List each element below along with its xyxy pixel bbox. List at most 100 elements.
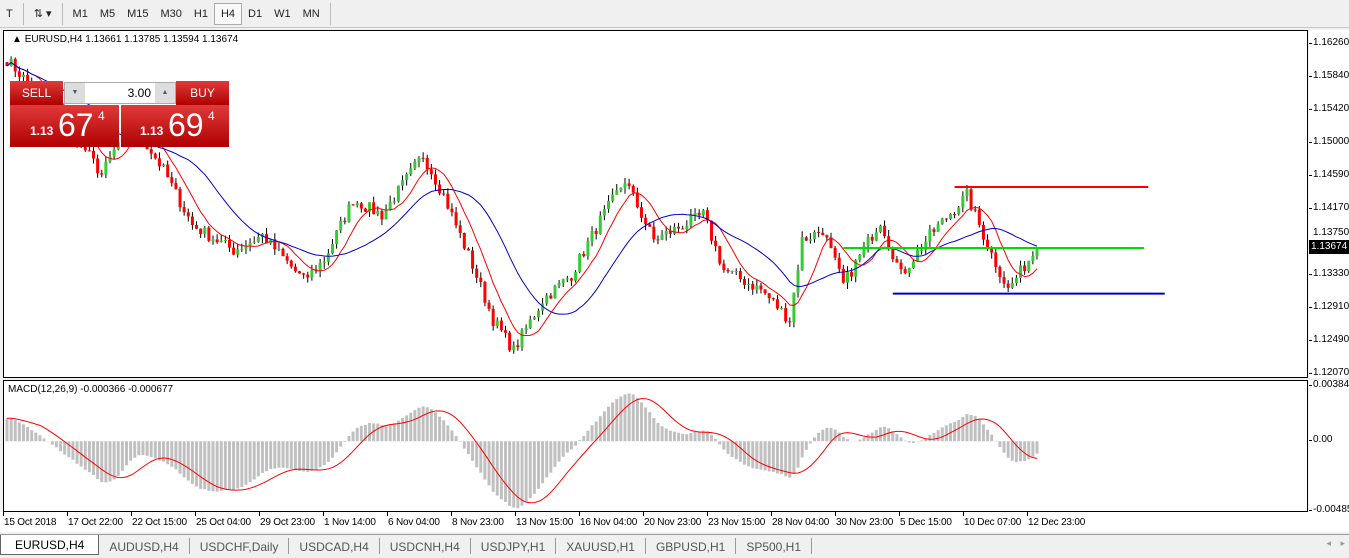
macd-histogram-bar — [359, 425, 363, 442]
candle-body — [310, 269, 314, 278]
macd-histogram-bar — [631, 394, 635, 442]
macd-histogram-bar — [372, 423, 376, 442]
x-tick-label: 13 Nov 15:00 — [516, 517, 574, 528]
candle-body — [322, 261, 326, 263]
x-tick-label: 1 Nov 14:00 — [324, 517, 376, 528]
candle-body — [298, 271, 302, 274]
sell-price-pips: 67 — [58, 107, 94, 143]
tab-sp500-h1[interactable]: SP500,H1 — [736, 538, 813, 554]
macd-histogram-bar — [648, 412, 652, 442]
y-tick-label: 1.14590 — [1313, 168, 1349, 180]
tab-usdcad-h4[interactable]: USDCAD,H4 — [289, 538, 380, 554]
timeframe-w1[interactable]: W1 — [274, 7, 291, 20]
price-chart[interactable]: ▲ EURUSD,H4 1.13661 1.13785 1.13594 1.13… — [3, 30, 1308, 378]
lot-size-value[interactable]: 3.00 — [127, 86, 151, 100]
x-tick-label: 17 Oct 22:00 — [68, 517, 123, 528]
y-tick-label: 0.003847 — [1313, 379, 1349, 390]
timeframe-m5[interactable]: M5 — [99, 7, 116, 20]
y-tick — [1309, 510, 1312, 511]
candle-body — [887, 236, 891, 248]
timeframe-m15[interactable]: M15 — [127, 7, 149, 20]
tab-gbpusd-h1[interactable]: GBPUSD,H1 — [646, 538, 737, 554]
candle-body — [104, 161, 108, 175]
macd-histogram-bar — [701, 430, 705, 442]
tab-eurusd-h4[interactable]: EURUSD,H4 — [0, 535, 100, 555]
candle-body — [813, 231, 817, 240]
macd-histogram-bar — [252, 441, 256, 480]
tab-usdchf-daily[interactable]: USDCHF,Daily — [190, 538, 290, 554]
increase-lot-icon[interactable]: ▲ — [155, 83, 175, 103]
decrease-lot-icon[interactable]: ▼ — [65, 83, 85, 103]
macd-histogram-bar — [887, 428, 891, 442]
scroll-tabs-right-icon[interactable]: ▸ — [1340, 538, 1345, 548]
candle-body — [520, 330, 524, 348]
macd-histogram-bar — [578, 440, 582, 442]
macd-histogram-bar — [998, 441, 1002, 447]
macd-histogram-bar — [281, 441, 285, 468]
macd-histogram-bar — [174, 441, 178, 470]
macd-histogram-bar — [940, 427, 944, 442]
macd-histogram-bar — [186, 441, 190, 481]
y-tick — [1309, 373, 1312, 374]
candle-body — [944, 218, 948, 220]
x-tick-label: 6 Nov 04:00 — [388, 517, 440, 528]
macd-histogram-bar — [446, 425, 450, 442]
timeframe-m1[interactable]: M1 — [72, 7, 88, 20]
x-tick — [451, 512, 452, 516]
moving-average-slow — [6, 61, 1038, 315]
timeframe-h4[interactable]: H4 — [213, 2, 243, 25]
candle-body — [780, 307, 784, 309]
tab-audusd-h4[interactable]: AUDUSD,H4 — [99, 538, 190, 554]
collapse-icon[interactable]: ▲ — [12, 34, 25, 45]
buy-price[interactable]: 1.13 69 4 — [121, 105, 229, 147]
macd-histogram-bar — [195, 441, 199, 487]
chart-tabs: EURUSD,H4 AUDUSD,H4 USDCHF,Daily USDCAD,H4 U… — [0, 534, 1349, 556]
candle-body — [433, 174, 437, 185]
toolbar: T ⇅ ▾ M1 M5 M15 M30 H1 H4 D1 W1 MN — [0, 0, 1349, 28]
scroll-tabs-left-icon[interactable]: ◂ — [1326, 538, 1331, 548]
candle-body — [528, 319, 532, 328]
sell-price[interactable]: 1.13 67 4 — [10, 105, 119, 147]
objects-menu-icon[interactable]: ⇅ ▾ — [33, 8, 52, 20]
macd-histogram-bar — [932, 432, 936, 442]
macd-histogram-bar — [557, 441, 561, 462]
buy-button[interactable]: BUY — [176, 81, 229, 105]
macd-histogram-bar — [788, 441, 792, 478]
chart-title-text: EURUSD,H4 1.13661 1.13785 1.13594 1.1367… — [24, 34, 239, 45]
macd-histogram-bar — [504, 441, 508, 502]
timeframe-h1[interactable]: H1 — [193, 7, 208, 20]
macd-histogram-bar — [936, 430, 940, 442]
macd-histogram-bar — [767, 441, 771, 472]
tab-usdcnh-h4[interactable]: USDCNH,H4 — [380, 538, 471, 554]
candle-body — [483, 282, 487, 303]
lot-size-stepper[interactable]: ▼ 3.00 ▲ — [64, 82, 176, 104]
candle-body — [977, 209, 981, 225]
macd-histogram-bar — [269, 441, 273, 470]
candle-body — [907, 268, 911, 274]
x-tick-label: 23 Nov 15:00 — [708, 517, 766, 528]
macd-histogram-bar — [162, 441, 166, 462]
macd-histogram-bar — [298, 441, 302, 471]
y-tick-label: 1.12490 — [1313, 333, 1349, 345]
timeframe-m30[interactable]: M30 — [160, 7, 182, 20]
sell-button[interactable]: SELL — [10, 81, 63, 105]
timeframe-mn[interactable]: MN — [302, 7, 320, 20]
timeframe-d1[interactable]: D1 — [248, 7, 263, 20]
text-tool-icon[interactable]: T — [6, 7, 13, 20]
candle-body — [380, 211, 384, 220]
candle-body — [644, 217, 648, 225]
tab-usdjpy-h1[interactable]: USDJPY,H1 — [471, 538, 557, 554]
macd-histogram-bar — [928, 435, 932, 442]
candle-body — [574, 271, 578, 281]
tab-xauusd-h1[interactable]: XAUUSD,H1 — [556, 538, 646, 554]
x-tick-label: 30 Nov 23:00 — [836, 517, 894, 528]
macd-histogram-bar — [1023, 441, 1027, 462]
x-tick — [707, 512, 708, 516]
candle-body — [623, 183, 627, 188]
x-tick — [899, 512, 900, 516]
macd-histogram-bar — [837, 432, 841, 442]
macd-histogram-bar — [907, 441, 911, 443]
macd-panel[interactable]: MACD(12,26,9) -0.000366 -0.000677 — [3, 380, 1308, 512]
candle-body — [429, 169, 433, 175]
candle-body — [1031, 256, 1035, 261]
